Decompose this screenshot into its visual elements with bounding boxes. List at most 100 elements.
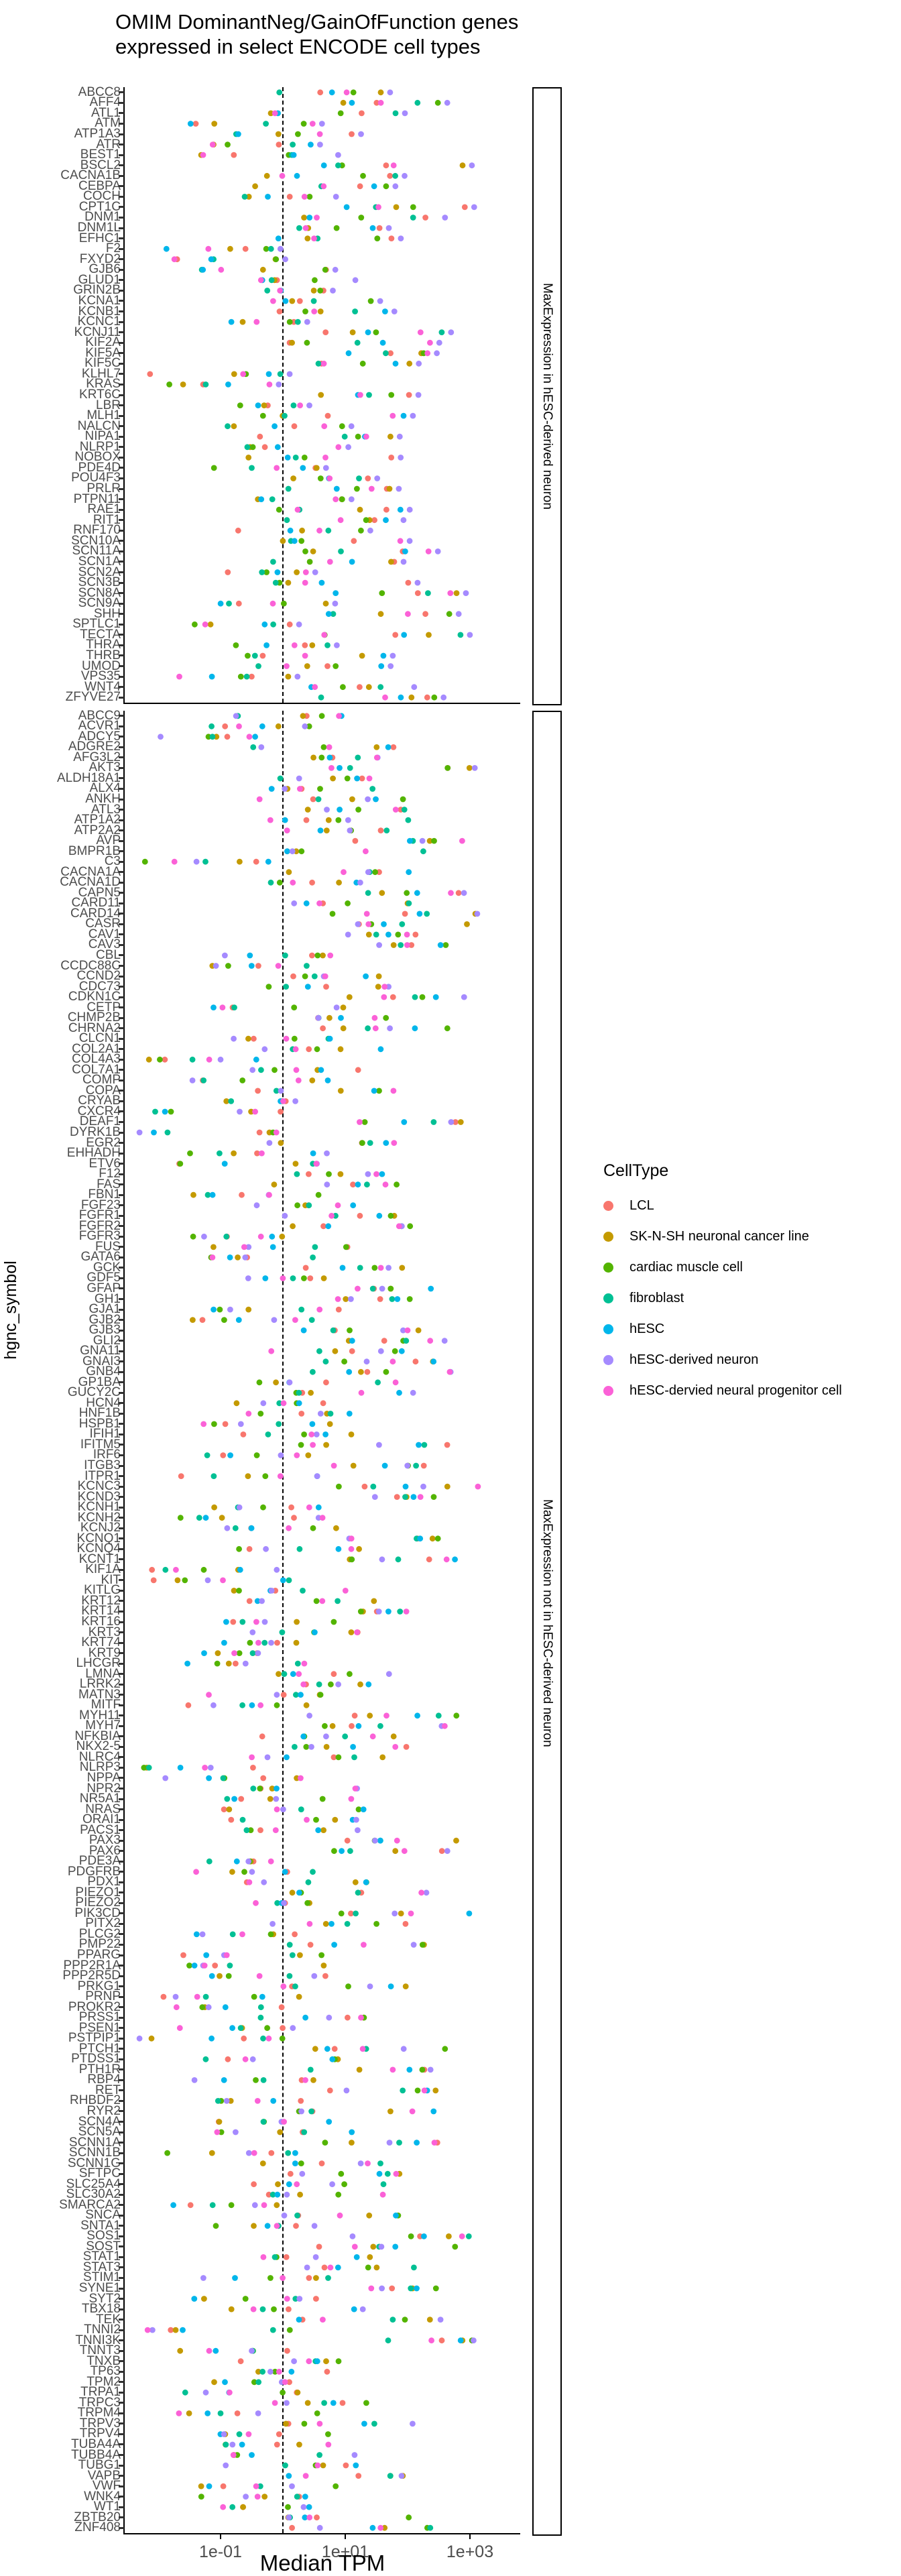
data-point <box>245 455 252 461</box>
gene-label: COCH <box>83 189 121 204</box>
data-point <box>276 308 283 314</box>
data-point <box>407 1223 414 1230</box>
data-point <box>301 455 308 461</box>
data-point <box>280 2275 286 2281</box>
gene-label: CAPN5 <box>78 885 121 900</box>
data-point <box>232 2275 238 2281</box>
gene-label: KIF1A <box>85 1562 121 1577</box>
data-point <box>448 1119 455 1125</box>
data-point <box>258 496 265 502</box>
data-point <box>230 1619 237 1625</box>
data-point <box>157 1056 163 1063</box>
data-point <box>367 1712 373 1719</box>
data-point <box>204 1452 211 1458</box>
gene-tick <box>119 787 124 790</box>
data-point <box>392 807 399 813</box>
gene-label: GLI2 <box>93 1333 121 1348</box>
data-point <box>253 1056 259 1063</box>
data-point <box>180 382 186 388</box>
gene-tick <box>119 1131 124 1134</box>
data-point <box>257 1702 264 1708</box>
data-point <box>378 2243 385 2250</box>
data-point <box>241 1244 247 1250</box>
data-point <box>359 2046 366 2052</box>
gene-tick <box>119 2162 124 2165</box>
data-point <box>193 858 200 865</box>
data-point <box>261 402 267 408</box>
data-point <box>237 1108 243 1115</box>
data-point <box>251 2379 257 2386</box>
data-point <box>349 329 356 335</box>
data-point <box>359 652 365 659</box>
gene-tick <box>119 2370 124 2373</box>
data-point <box>338 2170 345 2177</box>
gene-label: NLRP3 <box>79 1760 121 1775</box>
data-point <box>173 1566 179 1573</box>
data-point <box>367 298 374 304</box>
data-point <box>365 869 371 876</box>
data-point <box>341 869 347 876</box>
gene-tick <box>119 1798 124 1800</box>
data-point <box>220 1452 227 1458</box>
gene-label: NPPA <box>86 1770 121 1785</box>
data-point <box>205 2004 212 2011</box>
data-point <box>377 89 384 96</box>
data-point <box>365 2160 371 2167</box>
data-point <box>242 1660 249 1667</box>
data-point <box>328 1212 335 1219</box>
data-point <box>250 744 257 750</box>
data-point <box>335 2191 342 2198</box>
data-point <box>331 1848 337 1855</box>
data-point <box>419 1942 426 1948</box>
gene-tick <box>119 2287 124 2290</box>
data-point <box>281 2119 287 2125</box>
data-point <box>327 1411 334 1417</box>
gene-label: GRIN2B <box>73 283 121 298</box>
gene-label: KRT12 <box>81 1593 121 1608</box>
data-point <box>276 1400 283 1407</box>
data-point <box>202 1765 208 1771</box>
data-point <box>276 879 283 886</box>
data-point <box>403 1338 410 1344</box>
data-point <box>294 2181 300 2188</box>
data-point <box>234 2410 241 2416</box>
data-point <box>219 1004 226 1010</box>
data-point <box>365 921 372 927</box>
gene-label: AFF4 <box>89 95 121 110</box>
data-point <box>267 1858 274 1865</box>
data-point <box>343 1244 349 1250</box>
data-point <box>274 2202 280 2209</box>
gene-tick <box>119 2183 124 2186</box>
data-point <box>382 694 388 701</box>
data-point <box>309 642 316 648</box>
data-point <box>296 775 302 782</box>
data-point <box>211 1473 217 1479</box>
data-point <box>408 694 415 701</box>
data-point <box>267 879 274 886</box>
gene-tick <box>119 477 124 479</box>
data-point <box>265 2035 272 2042</box>
gene-tick <box>119 1048 124 1051</box>
data-point <box>280 1577 286 1584</box>
data-point <box>324 642 331 648</box>
data-point <box>268 277 275 284</box>
data-point <box>301 2420 308 2427</box>
data-point <box>359 2306 366 2312</box>
data-point <box>265 371 272 377</box>
gene-label: FUS <box>95 1239 121 1254</box>
gene-tick <box>119 2319 124 2321</box>
data-point <box>237 402 243 408</box>
data-point <box>294 1452 300 1458</box>
data-point <box>446 611 453 618</box>
gene-label: CARD11 <box>71 896 121 911</box>
gene-tick <box>119 164 124 167</box>
gene-tick <box>119 613 124 616</box>
data-point <box>348 1629 355 1635</box>
data-point <box>377 2160 383 2167</box>
gene-tick <box>119 1079 124 1081</box>
data-point <box>287 2170 294 2177</box>
data-point <box>384 2170 391 2177</box>
data-point <box>337 517 344 524</box>
data-point <box>453 590 460 596</box>
gene-label: ACVR1 <box>78 719 121 734</box>
